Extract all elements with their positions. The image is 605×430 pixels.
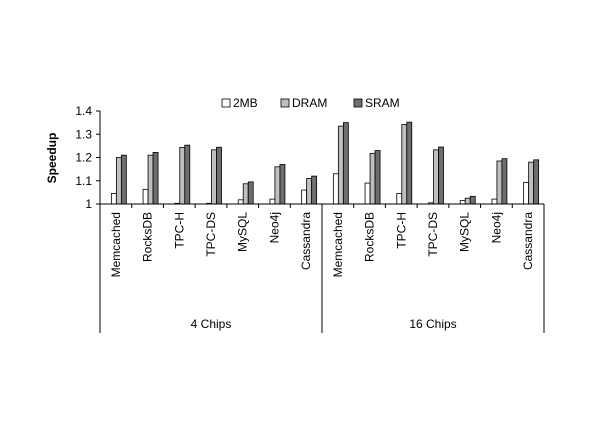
x-category-label: Neo4j: [267, 212, 281, 243]
x-category-label: RocksDB: [141, 212, 155, 262]
y-tick-label: 1.1: [75, 174, 92, 188]
bar-sram-12: [501, 158, 508, 205]
bar-sram-2: [184, 144, 191, 205]
bar-dram-2: [179, 147, 186, 205]
x-category-label: Memcached: [331, 212, 345, 277]
bar-sram-11: [469, 195, 476, 205]
legend-label-2mb: 2MB: [233, 96, 258, 110]
bar-sram-13: [533, 159, 540, 205]
bar-2mb-7: [332, 173, 339, 205]
legend: 2MB DRAM SRAM: [221, 96, 400, 110]
x-category-label: RocksDB: [363, 212, 377, 262]
x-category-label: TPC-DS: [426, 212, 440, 257]
category-labels: Memcached RocksDB TPC-H TPC-DS MySQL Neo4j Cas…: [109, 212, 535, 331]
bar-sram-4: [247, 181, 254, 205]
bar-sram-5: [279, 164, 286, 205]
bar-dram-6: [306, 178, 313, 205]
group-label: 16 Chips: [409, 317, 456, 331]
bar-2mb-8: [364, 182, 371, 205]
bar-2mb-13: [523, 181, 530, 205]
x-category-label: Cassandra: [521, 212, 535, 270]
y-tick-label: 1.3: [75, 127, 92, 141]
bar-2mb-0: [110, 193, 117, 205]
bar-dram-1: [147, 154, 154, 205]
y-tick-label: 1: [85, 197, 92, 211]
x-category-label: Memcached: [109, 212, 123, 277]
axes: 1 1.1 1.2 1.3 1.4: [75, 104, 545, 333]
y-tick-label: 1.2: [75, 151, 92, 165]
bar-dram-5: [274, 166, 281, 205]
y-axis-label: Speedup: [45, 133, 59, 184]
bar-sram-6: [311, 175, 318, 205]
y-tick-label: 1.4: [75, 104, 92, 118]
bar-dram-8: [369, 152, 376, 205]
bar-sram-10: [438, 146, 444, 205]
bar-dram-11: [464, 197, 471, 205]
x-category-label: Neo4j: [489, 212, 503, 243]
bar-dram-7: [337, 125, 344, 205]
bar-dram-12: [496, 160, 503, 205]
x-category-label: Cassandra: [299, 212, 313, 270]
bar-sram-1: [152, 151, 159, 205]
bar-sram-7: [342, 122, 349, 205]
bar-dram-10: [433, 149, 439, 205]
bars: [110, 121, 540, 205]
group-label: 4 Chips: [191, 317, 232, 331]
x-category-label: TPC-H: [394, 212, 408, 249]
legend-label-sram: SRAM: [365, 96, 400, 110]
bar-dram-9: [401, 124, 408, 205]
bar-2mb-11: [459, 200, 466, 205]
bar-2mb-5: [269, 198, 276, 205]
bar-sram-9: [406, 121, 413, 205]
x-category-label: TPC-DS: [204, 212, 218, 257]
legend-label-dram: DRAM: [292, 96, 327, 110]
bar-dram-4: [242, 183, 249, 205]
bar-2mb-4: [237, 199, 244, 205]
x-category-label: MySQL: [236, 212, 250, 252]
bar-2mb-12: [491, 198, 498, 205]
bar-sram-3: [216, 146, 222, 205]
legend-swatch-sram: [353, 98, 363, 108]
bar-sram-8: [374, 150, 381, 205]
bar-2mb-1: [142, 188, 149, 205]
bar-dram-0: [115, 157, 122, 205]
legend-swatch-2mb: [221, 98, 231, 108]
bar-sram-0: [120, 154, 127, 205]
bar-dram-13: [528, 161, 535, 205]
bar-2mb-9: [396, 193, 403, 205]
bar-2mb-6: [301, 189, 308, 205]
x-category-label: MySQL: [458, 212, 472, 252]
x-category-label: TPC-H: [172, 212, 186, 249]
bar-dram-3: [211, 149, 217, 205]
legend-swatch-dram: [280, 98, 290, 108]
